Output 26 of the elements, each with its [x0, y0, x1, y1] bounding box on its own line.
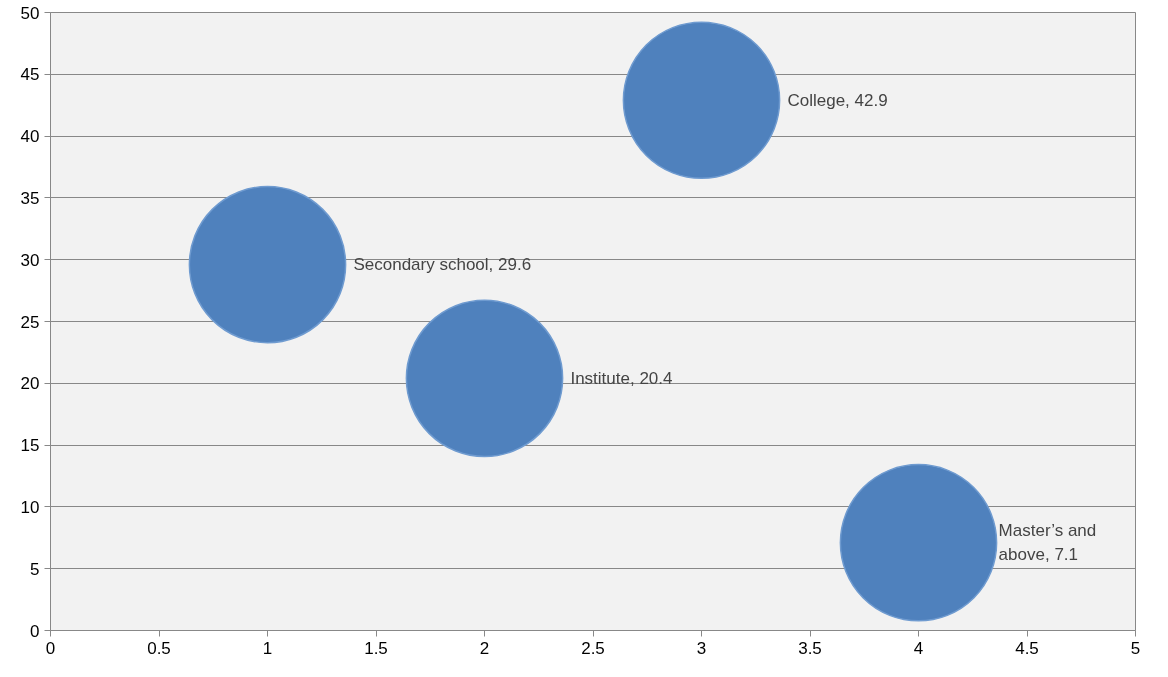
x-tick-label: 2.5	[581, 638, 605, 658]
data-label: College, 42.9	[787, 90, 888, 110]
y-tick-label: 20	[20, 374, 40, 394]
x-tick-label: 2	[479, 638, 490, 658]
y-tick-label: 50	[20, 3, 40, 23]
y-tick-label: 0	[30, 621, 40, 641]
x-tick-label: 4.5	[1015, 638, 1039, 658]
y-tick-label: 5	[30, 559, 40, 579]
y-tick-label: 35	[20, 188, 40, 208]
x-tick-label: 0.5	[147, 638, 171, 658]
y-tick-label: 30	[20, 250, 40, 270]
x-tick-label: 3	[696, 638, 707, 658]
x-tick-label: 3.5	[798, 638, 822, 658]
data-label: Secondary school, 29.6	[353, 255, 532, 275]
x-tick-label: 1.5	[364, 638, 388, 658]
y-tick-label: 25	[20, 312, 40, 332]
x-tick-label: 5	[1130, 638, 1141, 658]
data-label: Institute, 20.4	[570, 368, 673, 388]
y-tick-label: 45	[20, 65, 40, 85]
y-tick-label: 15	[20, 436, 40, 456]
y-tick-label: 10	[20, 497, 40, 517]
x-tick-label: 1	[262, 638, 273, 658]
y-tick-label: 40	[20, 127, 40, 147]
data-label: Master’s and above, 7.1	[998, 521, 1097, 565]
x-tick-label: 0	[45, 638, 56, 658]
x-tick-label: 4	[913, 638, 924, 658]
